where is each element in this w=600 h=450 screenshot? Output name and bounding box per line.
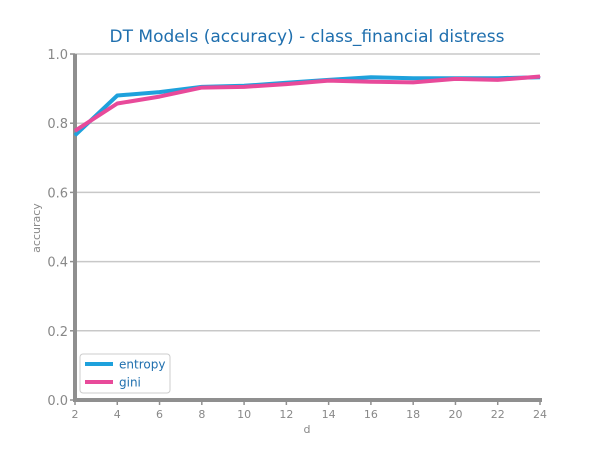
data-point-entropy-18 xyxy=(412,77,414,79)
y-tick-label-0.6: 0.6 xyxy=(47,186,68,201)
data-point-gini-16 xyxy=(370,81,372,83)
y-tick-label-0.2: 0.2 xyxy=(47,325,68,340)
y-tick-label-0.4: 0.4 xyxy=(47,256,68,271)
data-point-gini-14 xyxy=(328,80,330,82)
x-tick-label-2: 2 xyxy=(72,408,79,421)
data-point-gini-12 xyxy=(285,83,287,85)
y-axis-label: accuracy xyxy=(30,203,43,253)
data-point-gini-20 xyxy=(455,78,456,80)
x-tick-label-24: 24 xyxy=(533,408,547,421)
x-tick-label-20: 20 xyxy=(448,408,462,421)
y-tick-label-0.0: 0.0 xyxy=(47,394,68,409)
data-point-gini-24 xyxy=(539,76,541,77)
axes xyxy=(73,54,542,402)
series-line-entropy xyxy=(73,75,541,137)
x-tick-label-22: 22 xyxy=(491,408,505,421)
data-point-entropy-6 xyxy=(159,91,160,93)
data-point-gini-18 xyxy=(412,81,414,83)
data-point-gini-2 xyxy=(74,130,76,132)
x-axis-ticks: 2 4 6 8 10 12 14 16 18 20 22 24 xyxy=(72,400,547,421)
data-point-entropy-2 xyxy=(74,134,76,136)
legend-label-gini: gini xyxy=(119,376,141,390)
y-axis-ticks: 0.0 0.2 0.4 0.6 0.8 1.0 xyxy=(47,48,75,409)
series-lines xyxy=(73,74,541,137)
x-tick-label-16: 16 xyxy=(364,408,378,421)
series-line-gini xyxy=(73,74,541,133)
x-tick-label-12: 12 xyxy=(279,408,293,421)
x-tick-label-14: 14 xyxy=(322,408,336,421)
y-tick-label-0.8: 0.8 xyxy=(47,117,68,132)
x-tick-label-18: 18 xyxy=(406,408,420,421)
x-tick-label-10: 10 xyxy=(237,408,251,421)
data-point-gini-4 xyxy=(116,103,118,104)
data-point-gini-8 xyxy=(201,87,203,89)
x-axis-label: d xyxy=(304,423,311,436)
x-tick-label-4: 4 xyxy=(114,408,121,421)
x-tick-label-6: 6 xyxy=(156,408,163,421)
data-point-gini-10 xyxy=(243,86,245,88)
data-point-entropy-4 xyxy=(116,95,118,96)
data-point-entropy-16 xyxy=(370,76,372,78)
x-tick-label-8: 8 xyxy=(198,408,205,421)
y-tick-label-1.0: 1.0 xyxy=(47,48,68,63)
data-point-gini-22 xyxy=(497,79,499,81)
chart-title: DT Models (accuracy) - class_financial d… xyxy=(110,27,505,47)
legend: entropy gini xyxy=(79,353,171,394)
legend-label-entropy: entropy xyxy=(119,358,165,372)
data-point-gini-6 xyxy=(159,96,160,98)
grid-lines xyxy=(75,53,540,332)
